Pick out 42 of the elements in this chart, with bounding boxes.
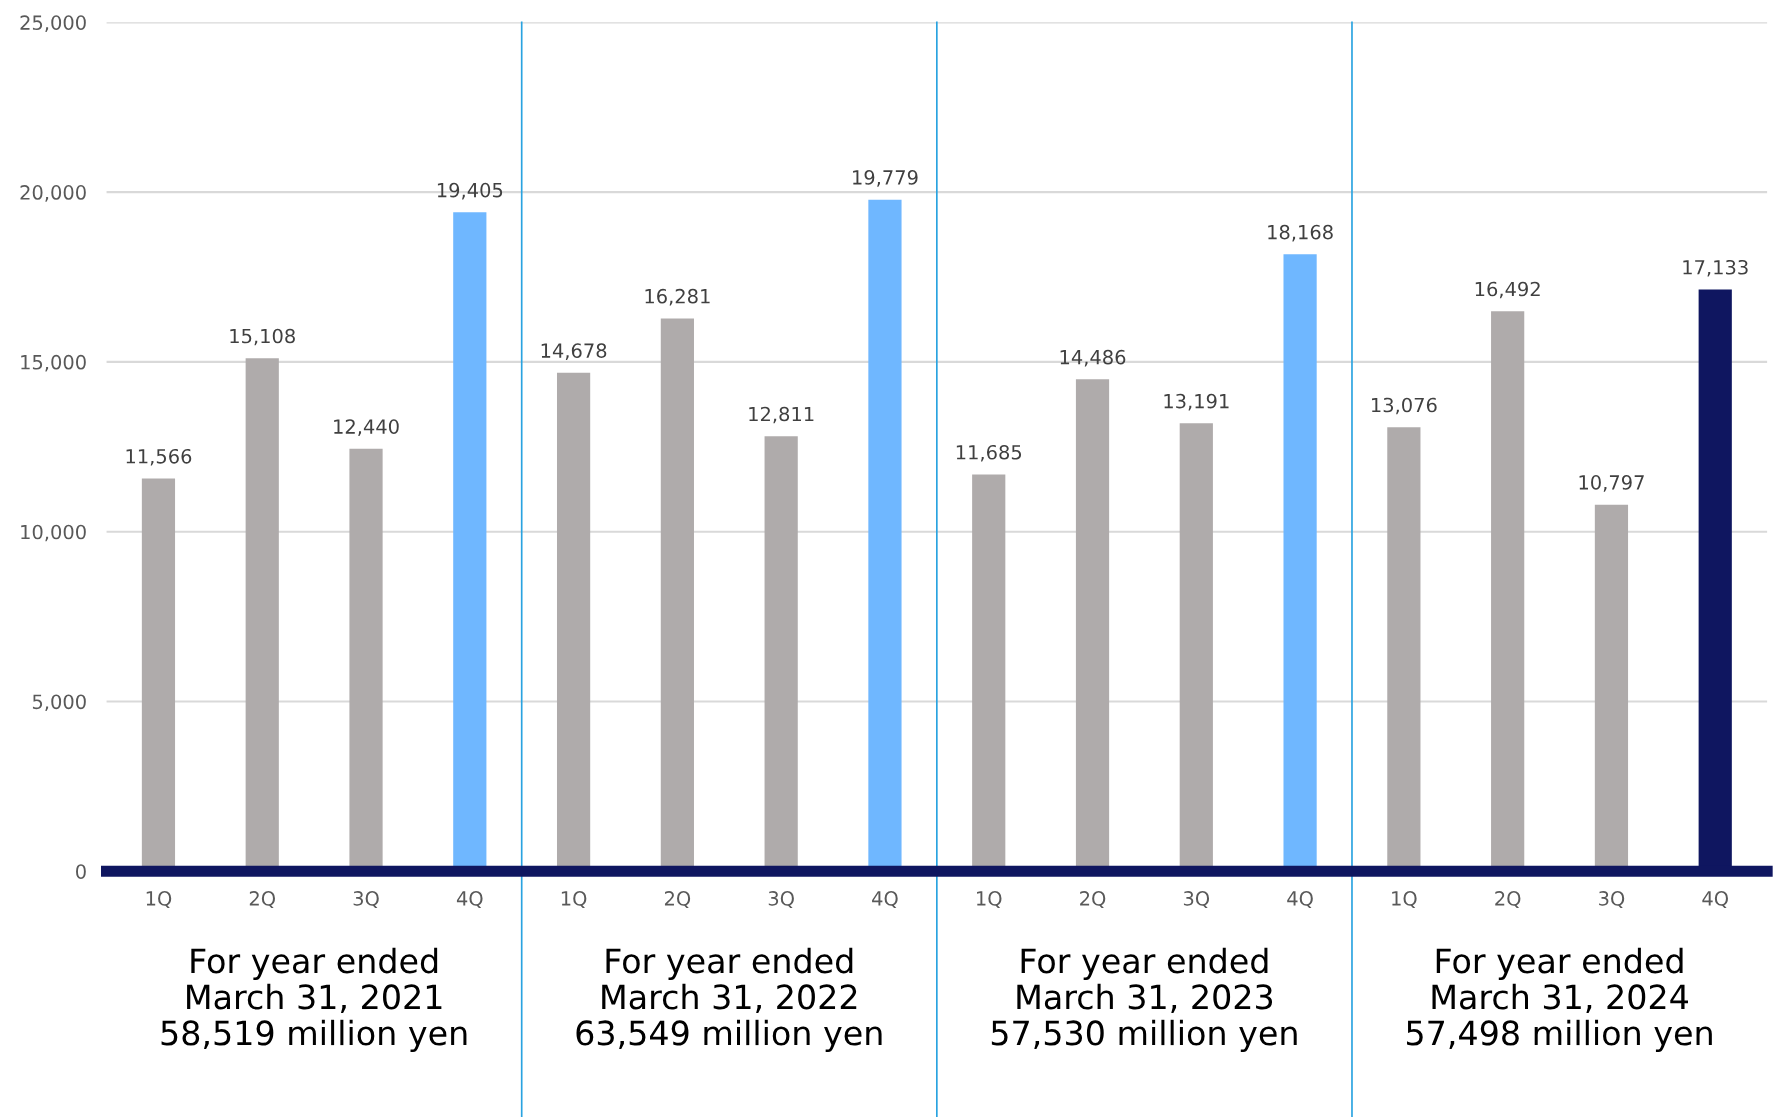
data-label: 12,811 [749,406,814,424]
x-tick-label: 1Q [1392,891,1417,908]
data-label: 18,168 [1268,224,1333,242]
data-label: 19,405 [437,182,503,200]
y-tick-label: 5,000 [32,694,86,712]
text: For year ended March 31, 2022 63,549 million yen [576,947,882,1053]
x-tick-label: 4Q [872,891,898,908]
data-label: 19,779 [853,170,918,187]
x-tick-label: 2Q [1495,891,1521,908]
x-tick-label: 1Q [977,891,1002,908]
x-tick-label: 1Q [146,891,172,908]
y-tick-label: 0 [76,864,86,879]
data-label: 16,281 [645,288,710,306]
y-tick-label: 15,000 [21,354,86,372]
x-tick-label: 4Q [1287,891,1313,908]
data-label: 11,685 [956,444,1022,462]
data-label: 16,492 [1475,281,1540,299]
x-tick-label: 3Q [353,891,379,908]
data-label: 12,440 [334,419,399,436]
x-tick-label: 1Q [561,891,587,908]
x-tick-label: 2Q [664,891,691,908]
text: For year ended March 31, 2024 57,498 million yen [1407,947,1712,1053]
y-tick-label: 10,000 [21,524,86,542]
x-tick-label: 3Q [1599,891,1625,908]
y-tick-label: 25,000 [20,15,86,32]
data-label: 10,797 [1579,475,1644,492]
data-label: 17,133 [1683,259,1748,277]
x-tick-label: 4Q [1702,891,1728,908]
text: For year ended March 31, 2021 58,519 million yen [161,947,467,1053]
data-label: 13,191 [1164,393,1229,411]
data-label: 14,678 [541,343,607,360]
x-tick-label: 4Q [456,891,483,908]
x-tick-label: 3Q [768,891,794,908]
x-tick-label: 2Q [249,891,275,908]
text: For year ended March 31, 2023 57,530 million yen [991,947,1297,1053]
data-label: 15,108 [230,328,295,346]
data-label: 11,566 [126,448,192,466]
x-tick-label: 2Q [1080,891,1106,908]
data-label: 13,076 [1371,397,1437,415]
y-tick-label: 20,000 [20,185,86,202]
data-label: 14,486 [1060,349,1126,367]
x-tick-label: 3Q [1183,891,1210,908]
